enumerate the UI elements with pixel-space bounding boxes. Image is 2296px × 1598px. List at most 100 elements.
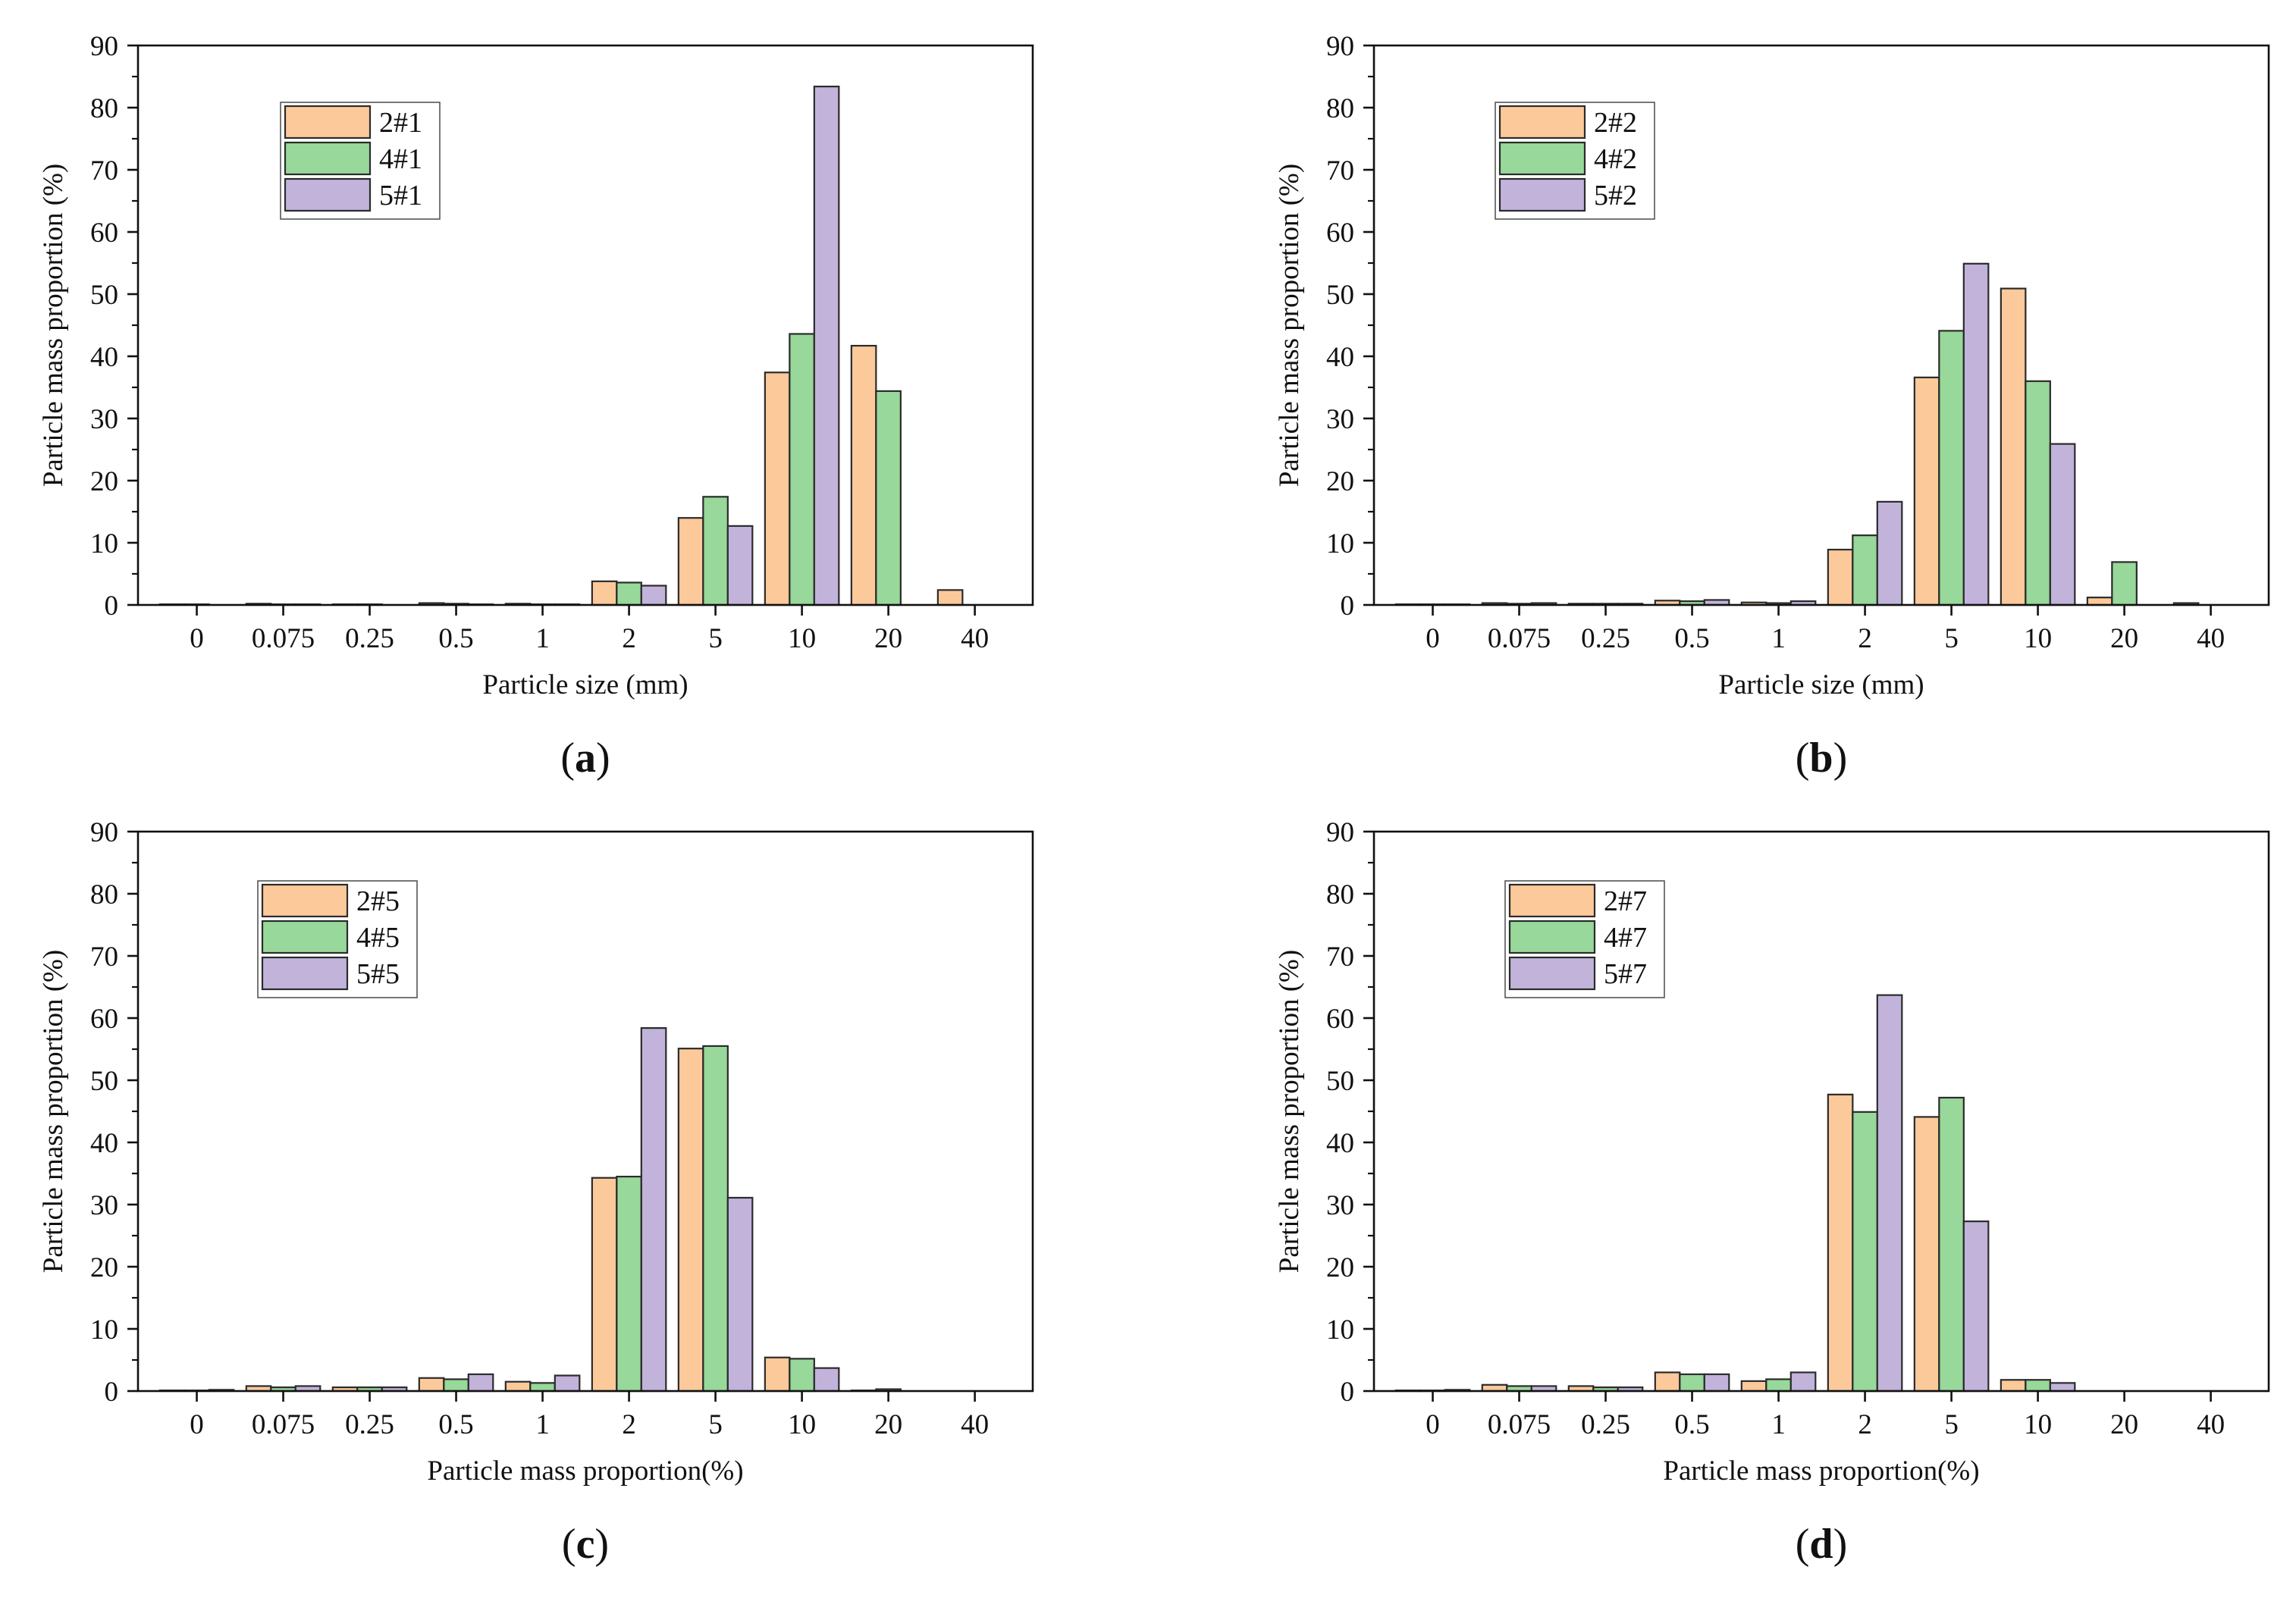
bar-a-2#1-10 (764, 371, 791, 606)
bar-c-2#5-2 (591, 1177, 618, 1393)
x-tick-label: 2 (1858, 623, 1872, 654)
y-tick-label: 10 (90, 528, 118, 559)
y-tick-label: 40 (1326, 1128, 1354, 1159)
bar-a-4#1-20 (875, 390, 902, 606)
x-tick-label: 5 (1944, 1409, 1959, 1440)
x-tick-label: 10 (2024, 1409, 2052, 1440)
bar-d-5#7-5 (1962, 1220, 1990, 1393)
y-tick-label: 90 (90, 31, 118, 62)
x-tick-label: 1 (535, 1409, 550, 1440)
bar-a-4#1-10 (789, 333, 815, 606)
legend-swatch-4#7 (1508, 920, 1596, 954)
y-tick-label: 60 (90, 218, 118, 249)
y-tick-label: 20 (90, 1252, 118, 1283)
bar-a-5#1-5 (726, 525, 754, 606)
bar-c-5#5-1 (554, 1374, 581, 1393)
y-tick-label: 10 (1326, 528, 1354, 559)
x-tick-label: 40 (961, 623, 989, 654)
y-tick-label: 50 (1326, 1066, 1354, 1097)
bar-c-5#5-2 (640, 1027, 667, 1393)
x-tick-label: 0.075 (252, 1409, 315, 1440)
legend-swatch-4#1 (284, 141, 372, 176)
bar-b-4#2-2 (1852, 534, 1878, 606)
x-tick-label: 5 (708, 623, 723, 654)
y-axis-title: Particle mass proportion (%) (1274, 950, 1305, 1273)
bar-c-4#5-5 (702, 1045, 729, 1393)
chart-panel-d: 0 10 20 30 40 50 60 70 80 90 0 0.075 0.25 0.5 1 2 5 10 20 4… (1274, 817, 2270, 1568)
y-tick-label: 80 (1326, 93, 1354, 124)
x-tick-label: 20 (2110, 623, 2138, 654)
legend-label-5#7: 5#7 (1604, 958, 1647, 990)
bar-c-4#5-1 (529, 1382, 556, 1393)
y-tick-label: 10 (1326, 1314, 1354, 1346)
legend-label-5#2: 5#2 (1594, 180, 1637, 212)
y-tick-label: 50 (90, 280, 118, 311)
x-tick-label: 2 (622, 1409, 636, 1440)
y-tick-label: 40 (90, 342, 118, 373)
y-tick-label: 50 (1326, 280, 1354, 311)
x-tick-label: 0.5 (438, 1409, 473, 1440)
x-axis-title: Particle mass proportion(%) (427, 1455, 743, 1487)
y-tick-label: 90 (1326, 31, 1354, 62)
x-tick-label: 1 (1771, 623, 1786, 654)
chart-panel-b: 0 10 20 30 40 50 60 70 80 90 0 0.075 0.25 0.5 1 2 5 10 20 4… (1274, 31, 2270, 782)
panel-caption-b: (b) (1796, 735, 1847, 782)
x-tick-label: 0.25 (1581, 1409, 1630, 1440)
x-tick-label: 0.25 (1581, 623, 1630, 654)
bar-d-5#7-0.5 (1703, 1373, 1730, 1393)
x-tick-label: 0.5 (1674, 623, 1709, 654)
legend-label-4#1: 4#1 (379, 143, 422, 175)
bar-d-4#7-10 (2025, 1379, 2051, 1393)
x-tick-label: 0.25 (345, 1409, 394, 1440)
x-axis-title: Particle size (mm) (482, 669, 688, 700)
x-tick-label: 0.075 (1488, 1409, 1551, 1440)
y-tick-label: 20 (1326, 466, 1354, 497)
y-tick-label: 60 (1326, 218, 1354, 249)
y-tick-label: 90 (90, 817, 118, 848)
y-tick-label: 20 (90, 466, 118, 497)
bar-d-5#7-1 (1789, 1371, 1817, 1393)
bar-a-4#1-2 (616, 581, 642, 606)
y-axis-title: Particle mass proportion (%) (1274, 164, 1305, 487)
bar-c-2#5-0.5 (418, 1377, 445, 1393)
bar-d-2#7-2 (1827, 1093, 1854, 1393)
y-tick-label: 0 (105, 591, 119, 622)
bar-a-2#1-5 (677, 517, 704, 606)
bar-d-2#7-5 (1913, 1116, 1940, 1393)
legend-swatch-4#2 (1498, 141, 1586, 176)
y-tick-label: 30 (1326, 404, 1354, 435)
chart-panel-c: 0 10 20 30 40 50 60 70 80 90 0 0.075 0.25 0.5 1 2 5 10 20 4… (38, 817, 1034, 1568)
y-tick-label: 10 (90, 1314, 118, 1346)
bar-c-2#5-1 (504, 1380, 532, 1393)
bar-d-4#7-1 (1765, 1378, 1792, 1393)
bar-c-2#5-5 (677, 1048, 704, 1393)
bar-c-5#5-10 (813, 1367, 840, 1393)
bar-d-5#7-10 (2049, 1382, 2076, 1393)
legend-label-2#7: 2#7 (1604, 885, 1647, 917)
y-tick-label: 0 (105, 1377, 119, 1408)
bar-c-5#5-5 (726, 1196, 754, 1393)
y-tick-label: 70 (1326, 942, 1354, 973)
y-tick-label: 70 (90, 155, 118, 186)
y-axis-title: Particle mass proportion (%) (38, 164, 69, 487)
bar-d-2#7-10 (2000, 1379, 2027, 1393)
bar-b-2#2-20 (2086, 597, 2113, 606)
x-tick-label: 0.5 (1674, 1409, 1709, 1440)
legend-swatch-5#2 (1498, 177, 1586, 212)
bar-a-2#1-20 (850, 344, 877, 606)
bar-d-2#7-1 (1740, 1380, 1767, 1393)
bar-d-4#7-5 (1938, 1096, 1965, 1393)
y-tick-label: 50 (90, 1066, 118, 1097)
y-tick-label: 40 (1326, 342, 1354, 373)
x-tick-label: 10 (2024, 623, 2052, 654)
legend-label-5#1: 5#1 (379, 180, 422, 212)
x-tick-label: 0.075 (1488, 623, 1551, 654)
legend-label-5#5: 5#5 (356, 958, 400, 990)
bar-b-2#2-10 (2000, 287, 2027, 606)
bar-b-5#2-10 (2049, 443, 2076, 606)
y-tick-label: 40 (90, 1128, 118, 1159)
bar-c-2#5-10 (764, 1356, 791, 1393)
y-axis-title: Particle mass proportion (%) (38, 950, 69, 1273)
bar-b-2#2-2 (1827, 548, 1854, 606)
x-tick-label: 20 (2110, 1409, 2138, 1440)
